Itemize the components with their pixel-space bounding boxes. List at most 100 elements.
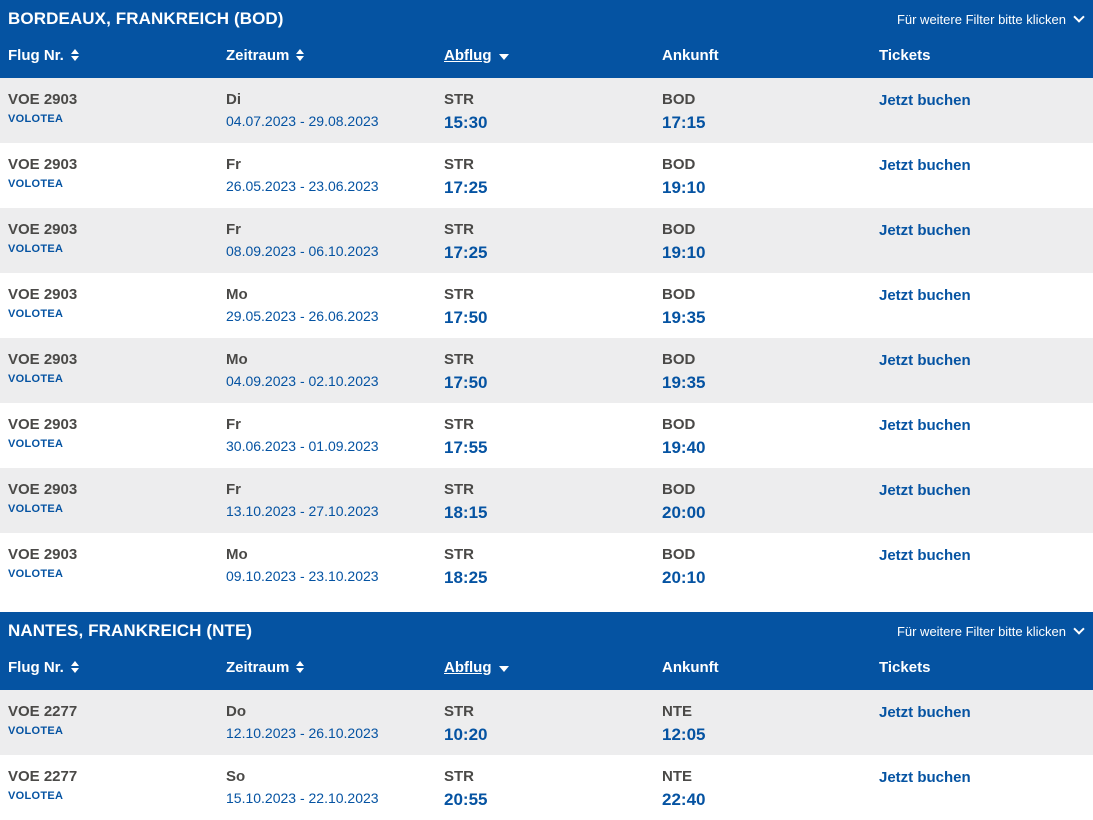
sort-both-icon — [296, 49, 305, 61]
date-range: 09.10.2023 - 23.10.2023 — [226, 567, 379, 584]
flight-number: VOE 2903 — [8, 546, 78, 563]
column-header-row: Flug Nr. Zeitraum Abflug Ankunft Tickets — [0, 34, 1093, 78]
flight-number: VOE 2903 — [8, 416, 78, 433]
departure-airport-code: STR — [444, 768, 474, 785]
flight-row: VOE 2903 VOLOTEA Mo 09.10.2023 - 23.10.2… — [0, 533, 1093, 598]
date-range: 12.10.2023 - 26.10.2023 — [226, 724, 379, 741]
arrival-airport-code: BOD — [662, 481, 696, 498]
weekday: Do — [226, 703, 246, 720]
departure-time: 10:20 — [444, 724, 488, 744]
book-now-link[interactable]: Jetzt buchen — [879, 704, 971, 721]
departure-time: 17:55 — [444, 437, 488, 457]
departure-time: 20:55 — [444, 789, 488, 809]
flight-number-cell: VOE 2903 VOLOTEA — [0, 403, 218, 468]
airline-name: VOLOTEA — [8, 724, 64, 737]
column-header-label: Abflug — [444, 46, 492, 64]
sort-descending-icon — [499, 665, 510, 672]
departure-cell: STR 17:50 — [436, 273, 654, 338]
column-header-period[interactable]: Zeitraum — [218, 47, 436, 64]
sort-both-icon — [70, 49, 79, 61]
column-header-period[interactable]: Zeitraum — [218, 659, 436, 676]
tickets-cell: Jetzt buchen — [871, 78, 1093, 143]
departure-airport-code: STR — [444, 91, 474, 108]
tickets-cell: Jetzt buchen — [871, 208, 1093, 273]
book-now-link[interactable]: Jetzt buchen — [879, 482, 971, 499]
arrival-airport-code: BOD — [662, 91, 696, 108]
column-header-label: Flug Nr. — [8, 658, 64, 676]
weekday: Mo — [226, 546, 248, 563]
flight-number-cell: VOE 2903 VOLOTEA — [0, 143, 218, 208]
period-cell: So 15.10.2023 - 22.10.2023 — [218, 755, 436, 820]
airline-name: VOLOTEA — [8, 242, 64, 255]
column-header-label: Flug Nr. — [8, 46, 64, 64]
departure-time: 15:30 — [444, 112, 488, 132]
departure-cell: STR 17:25 — [436, 143, 654, 208]
book-now-link[interactable]: Jetzt buchen — [879, 769, 971, 786]
period-cell: Fr 08.09.2023 - 06.10.2023 — [218, 208, 436, 273]
airline-name: VOLOTEA — [8, 372, 64, 385]
destination-section: BORDEAUX, FRANKREICH (BOD) Für weitere F… — [0, 0, 1093, 598]
arrival-time: 20:00 — [662, 502, 706, 522]
period-cell: Fr 13.10.2023 - 27.10.2023 — [218, 468, 436, 533]
book-now-link[interactable]: Jetzt buchen — [879, 92, 971, 109]
book-now-link[interactable]: Jetzt buchen — [879, 547, 971, 564]
flight-rows: VOE 2903 VOLOTEA Di 04.07.2023 - 29.08.2… — [0, 78, 1093, 598]
flight-number-cell: VOE 2903 VOLOTEA — [0, 468, 218, 533]
departure-airport-code: STR — [444, 546, 474, 563]
book-now-link[interactable]: Jetzt buchen — [879, 287, 971, 304]
departure-cell: STR 17:50 — [436, 338, 654, 403]
weekday: Fr — [226, 156, 241, 173]
departure-time: 17:25 — [444, 242, 488, 262]
flight-row: VOE 2903 VOLOTEA Fr 08.09.2023 - 06.10.2… — [0, 208, 1093, 273]
filter-toggle-button[interactable]: Für weitere Filter bitte klicken — [896, 622, 1085, 639]
book-now-link[interactable]: Jetzt buchen — [879, 352, 971, 369]
arrival-time: 22:40 — [662, 789, 706, 809]
filter-toggle-label: Für weitere Filter bitte klicken — [896, 623, 1066, 639]
tickets-cell: Jetzt buchen — [871, 755, 1093, 820]
tickets-cell: Jetzt buchen — [871, 403, 1093, 468]
flight-number-cell: VOE 2903 VOLOTEA — [0, 208, 218, 273]
chevron-down-icon — [1073, 10, 1085, 23]
date-range: 04.07.2023 - 29.08.2023 — [226, 112, 379, 129]
date-range: 04.09.2023 - 02.10.2023 — [226, 372, 379, 389]
column-header-flight-number[interactable]: Flug Nr. — [0, 47, 218, 64]
column-header-departure[interactable]: Abflug — [436, 659, 654, 676]
arrival-airport-code: BOD — [662, 351, 696, 368]
airline-name: VOLOTEA — [8, 502, 64, 515]
book-now-link[interactable]: Jetzt buchen — [879, 417, 971, 434]
weekday: Fr — [226, 481, 241, 498]
filter-toggle-button[interactable]: Für weitere Filter bitte klicken — [896, 10, 1085, 27]
flight-row: VOE 2903 VOLOTEA Di 04.07.2023 - 29.08.2… — [0, 78, 1093, 143]
period-cell: Fr 26.05.2023 - 23.06.2023 — [218, 143, 436, 208]
departure-time: 17:50 — [444, 372, 488, 392]
book-now-link[interactable]: Jetzt buchen — [879, 157, 971, 174]
flight-number-cell: VOE 2903 VOLOTEA — [0, 78, 218, 143]
book-now-link[interactable]: Jetzt buchen — [879, 222, 971, 239]
column-header-label: Abflug — [444, 658, 492, 676]
arrival-time: 17:15 — [662, 112, 706, 132]
column-header-tickets: Tickets — [871, 659, 1093, 676]
weekday: Fr — [226, 221, 241, 238]
column-header-arrival: Ankunft — [654, 659, 871, 676]
sort-descending-icon — [499, 53, 510, 60]
tickets-cell: Jetzt buchen — [871, 338, 1093, 403]
departure-airport-code: STR — [444, 286, 474, 303]
arrival-airport-code: NTE — [662, 768, 692, 785]
arrival-cell: BOD 19:35 — [654, 273, 871, 338]
sort-both-icon — [70, 661, 79, 673]
column-header-departure[interactable]: Abflug — [436, 47, 654, 64]
column-header-row: Flug Nr. Zeitraum Abflug Ankunft Tickets — [0, 646, 1093, 690]
arrival-airport-code: BOD — [662, 546, 696, 563]
section-header: BORDEAUX, FRANKREICH (BOD) Für weitere F… — [0, 0, 1093, 78]
flight-row: VOE 2903 VOLOTEA Fr 13.10.2023 - 27.10.2… — [0, 468, 1093, 533]
airline-name: VOLOTEA — [8, 437, 64, 450]
arrival-time: 19:40 — [662, 437, 706, 457]
departure-time: 17:50 — [444, 307, 488, 327]
destination-title: NANTES, FRANKREICH (NTE) — [8, 621, 253, 640]
column-header-flight-number[interactable]: Flug Nr. — [0, 659, 218, 676]
date-range: 13.10.2023 - 27.10.2023 — [226, 502, 379, 519]
departure-cell: STR 17:55 — [436, 403, 654, 468]
filter-toggle-label: Für weitere Filter bitte klicken — [896, 11, 1066, 27]
arrival-time: 19:10 — [662, 177, 706, 197]
tickets-cell: Jetzt buchen — [871, 273, 1093, 338]
